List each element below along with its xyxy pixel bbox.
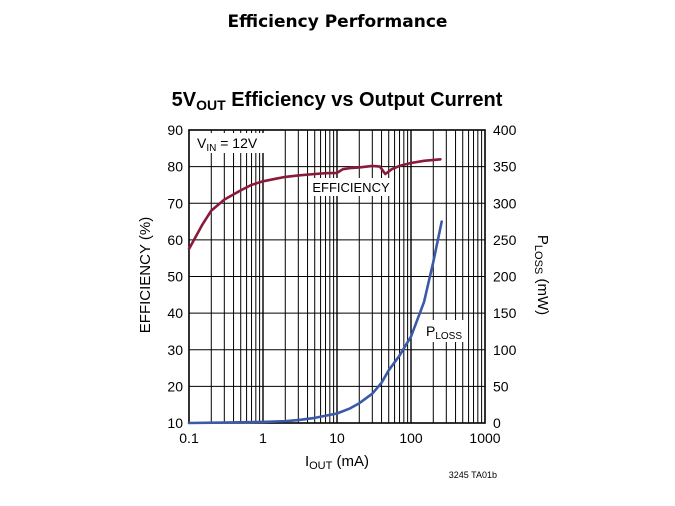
ploss-series-label: PLOSS bbox=[426, 323, 462, 342]
y-right-tick-label: 300 bbox=[493, 195, 517, 211]
y-right-tick-label: 150 bbox=[493, 305, 517, 321]
y-right-tick-label: 200 bbox=[493, 269, 517, 285]
y-axis-right-label-subscript: LOSS bbox=[532, 245, 544, 274]
ploss-label-background bbox=[422, 320, 466, 342]
y-left-tick-label: 50 bbox=[167, 269, 183, 285]
ploss-series-line bbox=[187, 220, 443, 425]
y-axis-right-label: PLOSS (mW) bbox=[532, 235, 551, 315]
y-axis-left-label: EFFICIENCY (%) bbox=[137, 217, 154, 333]
x-tick-label: 1 bbox=[259, 430, 267, 446]
y-left-tick-label: 20 bbox=[167, 378, 183, 394]
chart-title-rest: Efficiency vs Output Current bbox=[226, 89, 503, 111]
x-axis-label: IOUT (mA) bbox=[305, 453, 369, 472]
x-tick-label: 1000 bbox=[469, 430, 500, 446]
condition-rest: = 12V bbox=[216, 135, 258, 151]
efficiency-series-label: EFFICIENCY bbox=[312, 180, 390, 195]
slide-title: Efficiency Performance bbox=[227, 12, 448, 32]
condition-label: VIN = 12V bbox=[197, 135, 258, 154]
y-left-tick-label: 40 bbox=[167, 305, 183, 321]
x-tick-label: 0.1 bbox=[179, 430, 199, 446]
y-left-tick-label: 80 bbox=[167, 159, 183, 175]
ploss-label-subscript: LOSS bbox=[435, 331, 462, 342]
y-right-tick-label: 100 bbox=[493, 342, 517, 358]
chart-title-subscript: OUT bbox=[196, 97, 226, 113]
x-axis-label-subscript: OUT bbox=[309, 460, 333, 472]
x-tick-label: 100 bbox=[399, 430, 423, 446]
x-axis-label-rest: (mA) bbox=[332, 453, 369, 470]
ploss-label-main: P bbox=[426, 323, 435, 339]
efficiency-label-background bbox=[312, 178, 390, 196]
chart-title-main: 5V bbox=[172, 89, 197, 111]
y-left-tick-label: 70 bbox=[167, 195, 183, 211]
efficiency-series-line bbox=[187, 158, 442, 251]
y-left-tick-label: 60 bbox=[167, 232, 183, 248]
y-axis-right-label-main: P bbox=[534, 235, 551, 245]
condition-subscript: IN bbox=[206, 143, 216, 154]
y-left-tick-label: 10 bbox=[167, 415, 183, 431]
y-right-tick-label: 400 bbox=[493, 122, 517, 138]
y-left-tick-label: 30 bbox=[167, 342, 183, 358]
y-right-tick-label: 50 bbox=[493, 378, 509, 394]
chart-title: 5VOUT Efficiency vs Output Current bbox=[172, 89, 503, 113]
x-tick-label: 10 bbox=[329, 430, 345, 446]
y-right-tick-label: 250 bbox=[493, 232, 517, 248]
y-right-tick-label: 0 bbox=[493, 415, 501, 431]
tick-labels: 0.1 1 10 100 1000908070605040302010400350300… bbox=[167, 122, 516, 446]
y-left-tick-label: 90 bbox=[167, 122, 183, 138]
condition-prefix: V bbox=[197, 135, 207, 151]
series-lines bbox=[187, 158, 443, 425]
x-axis-label-main: I bbox=[305, 453, 309, 470]
figure-id: 3245 TA01b bbox=[449, 470, 497, 480]
plot-frame bbox=[188, 129, 486, 424]
y-right-tick-label: 350 bbox=[493, 159, 517, 175]
condition-label-background bbox=[193, 133, 265, 153]
y-axis-right-label-rest: (mW) bbox=[534, 274, 551, 315]
